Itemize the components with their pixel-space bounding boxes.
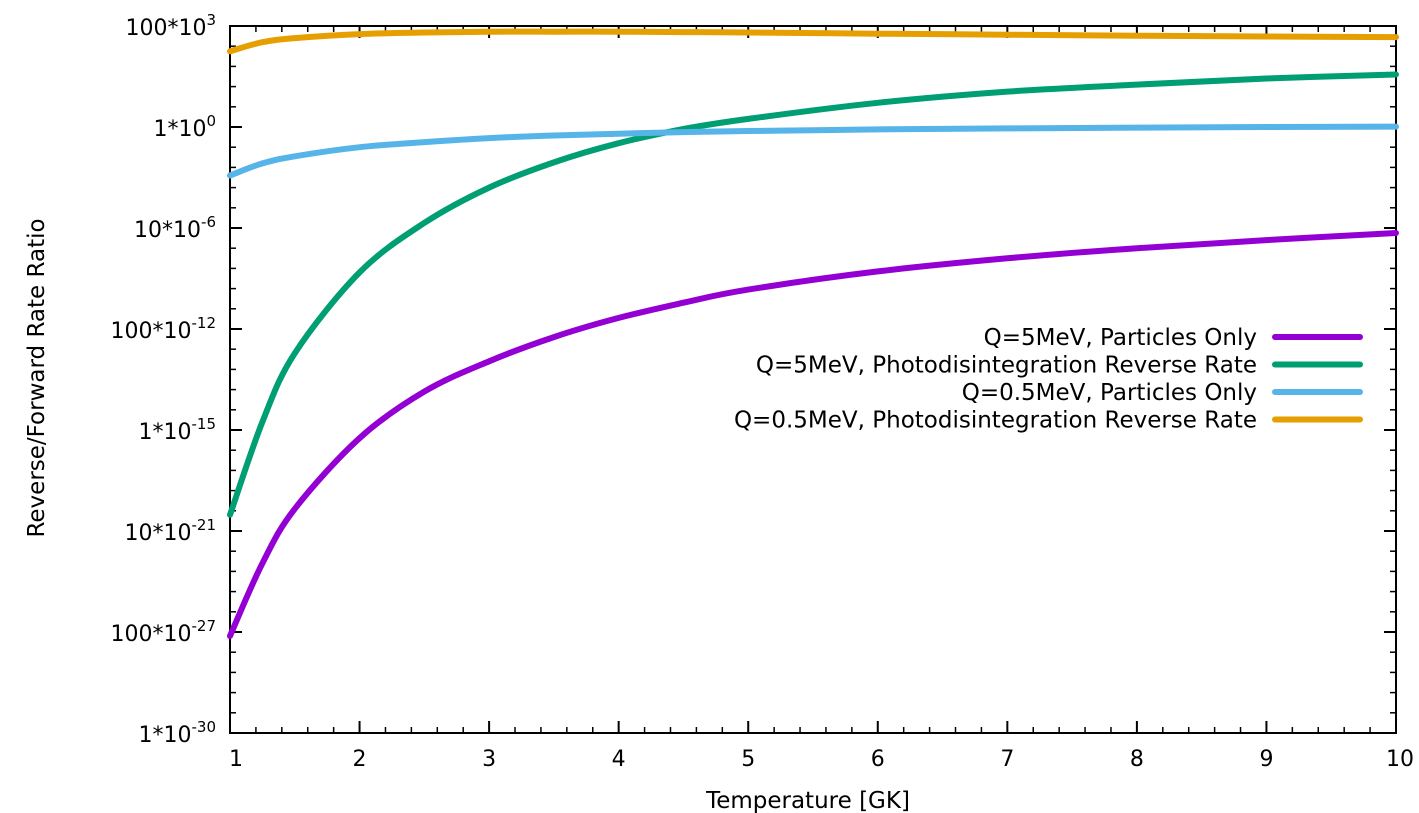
- x-tick-label: 1: [229, 747, 243, 772]
- y-tick-label-base: 1*10: [153, 117, 206, 142]
- y-tick-label-base: 1*10: [139, 420, 192, 445]
- y-axis-ticks: 100*1031*10010*10-6100*10-121*10-1510*10…: [111, 11, 1396, 748]
- series-lines: [227, 28, 1399, 639]
- legend-label: Q=5MeV, Photodisintegration Reverse Rate: [756, 353, 1257, 379]
- y-tick-label-base: 10*10: [134, 218, 201, 243]
- y-tick-label-base: 100*10: [111, 319, 192, 344]
- series-line-3: [227, 123, 1399, 179]
- y-tick-label: 1*10-30: [139, 718, 217, 748]
- legend-label: Q=0.5MeV, Photodisintegration Reverse Ra…: [734, 408, 1257, 434]
- x-tick-label: 5: [741, 747, 755, 772]
- y-tick-label-exponent: -12: [192, 314, 217, 332]
- y-tick-label-base: 100*10: [125, 16, 206, 41]
- y-tick-label: 100*103: [125, 11, 216, 41]
- series-line-4: [227, 28, 1399, 55]
- y-tick-label-base: 1*10: [139, 723, 192, 748]
- y-tick-label-exponent: -6: [201, 213, 216, 231]
- y-axis-title: Reverse/Forward Rate Ratio: [24, 218, 50, 537]
- y-tick-label: 1*10-15: [139, 415, 217, 445]
- x-tick-label: 10: [1386, 747, 1414, 772]
- y-tick-label-exponent: -21: [192, 516, 217, 534]
- y-tick-label-exponent: 3: [206, 11, 216, 29]
- x-tick-label: 3: [482, 747, 496, 772]
- y-tick-label-base: 100*10: [111, 622, 192, 647]
- y-tick-label: 1*100: [153, 112, 216, 142]
- series-line-1: [227, 230, 1399, 639]
- y-tick-label-base: 10*10: [125, 521, 192, 546]
- y-tick-label-exponent: 0: [206, 112, 216, 130]
- legend-label: Q=0.5MeV, Particles Only: [962, 380, 1257, 406]
- x-tick-label: 2: [353, 747, 367, 772]
- y-tick-label: 100*10-27: [111, 617, 217, 647]
- x-tick-label: 9: [1259, 747, 1273, 772]
- x-tick-label: 7: [1000, 747, 1014, 772]
- y-tick-label-exponent: -30: [192, 718, 217, 736]
- x-axis-title: Temperature [GK]: [705, 788, 910, 813]
- y-tick-label: 10*10-21: [125, 516, 217, 546]
- x-tick-label: 4: [612, 747, 626, 772]
- y-tick-label-exponent: -27: [192, 617, 217, 635]
- y-tick-label-exponent: -15: [192, 415, 217, 433]
- y-tick-label: 100*10-12: [111, 314, 217, 344]
- x-tick-label: 6: [871, 747, 885, 772]
- y-tick-label: 10*10-6: [134, 213, 216, 243]
- legend-label: Q=5MeV, Particles Only: [984, 325, 1257, 351]
- plot-frame: [229, 25, 1397, 734]
- x-tick-label: 8: [1130, 747, 1144, 772]
